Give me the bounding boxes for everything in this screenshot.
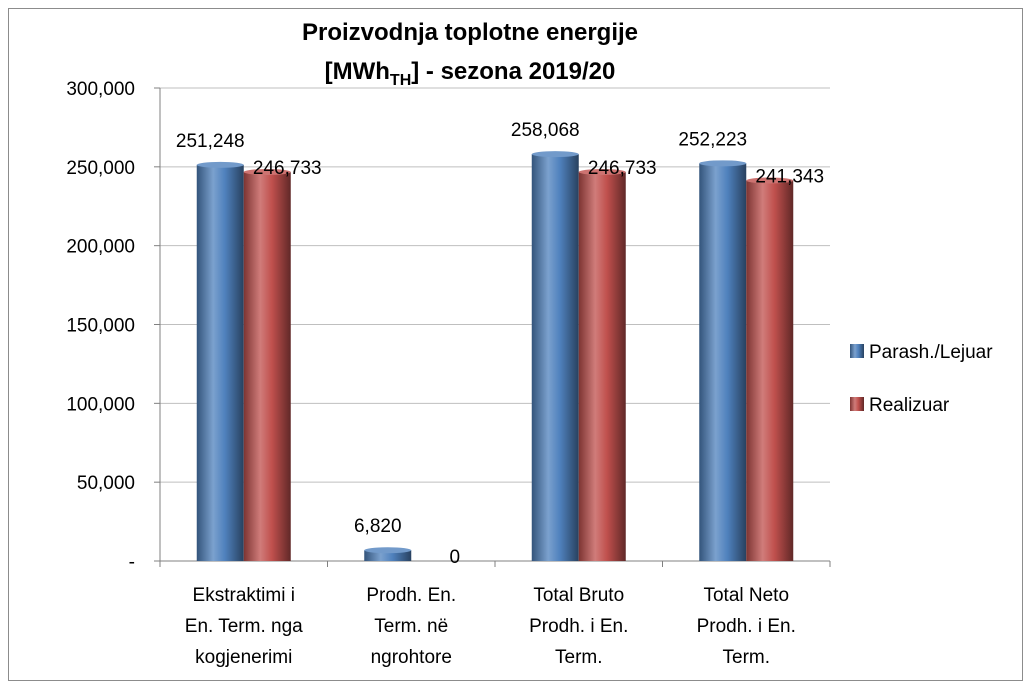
bar-cap [578,168,626,175]
x-tick-label: Prodh. i En. [529,616,628,637]
value-label: 252,223 [678,129,747,150]
value-label: 6,820 [354,516,402,537]
x-tick-label: Prodh. i En. [697,616,796,637]
chart-title: [MWhTH] - sezona 2019/20 [325,58,616,89]
bar [531,154,579,561]
bar-cap [746,177,794,184]
bar [699,163,747,561]
y-tick-label: 50,000 [77,473,135,494]
bar-cap [243,168,291,175]
y-tick-label: 200,000 [66,237,135,258]
title-part: [MWh [325,58,390,85]
title-part: ] - sezona 2019/20 [411,58,615,85]
bar [746,180,794,561]
title-subscript: TH [390,72,411,89]
value-label: 258,068 [511,120,580,141]
y-tick-label: 250,000 [66,158,135,179]
value-label: 246,733 [253,158,322,179]
x-tick-label: En. Term. nga [185,616,303,637]
x-tick-label: Prodh. En. [366,585,456,606]
x-tick-label: Term. [555,647,603,668]
bar-cap [531,151,579,158]
chart-title: Proizvodnja toplotne energije [302,19,638,46]
x-tick-label: Ekstraktimi i [193,585,295,606]
legend-swatch [850,397,864,411]
value-label: 0 [449,547,460,568]
x-tick-label: ngrohtore [371,647,452,668]
y-tick-label: 300,000 [66,79,135,100]
x-tick-label: kogjenerimi [195,647,292,668]
bar [578,171,626,561]
y-tick-label: - [129,552,135,573]
x-tick-label: Term. [723,647,771,668]
y-tick-label: 100,000 [66,394,135,415]
legend-label: Realizuar [869,395,950,416]
bar-cap [699,160,747,167]
bar [364,550,412,561]
bar [243,171,291,561]
bar [196,164,244,561]
x-tick-label: Total Neto [703,585,789,606]
bar-cap [364,547,412,554]
x-tick-label: Term. në [374,616,448,637]
legend-label: Parash./Lejuar [869,342,993,363]
legend-swatch [850,344,864,358]
bar-cap [196,161,244,168]
value-label: 246,733 [588,158,657,179]
value-label: 251,248 [176,131,245,152]
value-label: 241,343 [755,166,824,187]
y-tick-label: 150,000 [66,316,135,337]
x-tick-label: Total Bruto [533,585,624,606]
